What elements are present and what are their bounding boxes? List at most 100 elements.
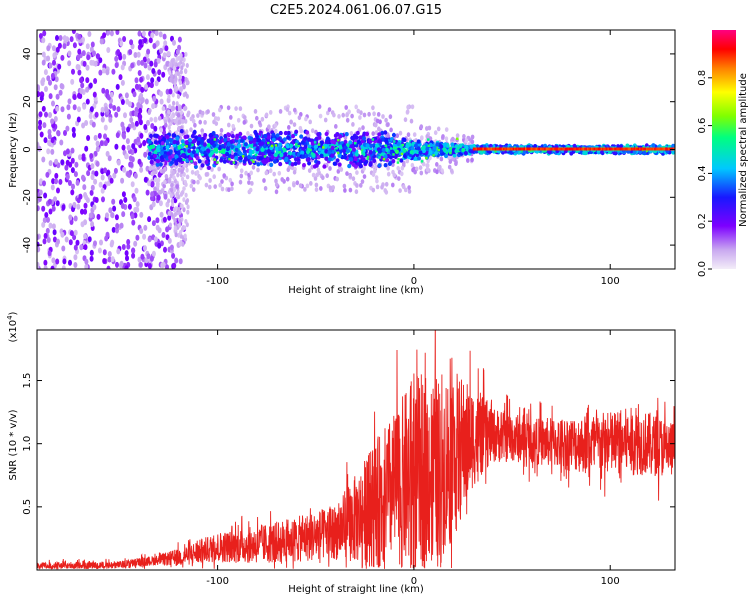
spectrogram-cell <box>136 59 141 66</box>
spectrogram-peak <box>486 147 489 151</box>
spectrogram-cell <box>255 147 260 152</box>
spectrogram-cell <box>163 40 168 47</box>
spectrogram-cell <box>130 62 135 69</box>
spectrogram-cell <box>362 112 367 118</box>
spectrogram-cell <box>384 181 389 187</box>
spectrogram-cell <box>200 139 204 144</box>
spectrogram-cell <box>400 165 405 171</box>
spectrogram-peak <box>606 147 609 151</box>
spectrogram-peak <box>570 147 573 151</box>
spectrogram-cell <box>97 132 102 139</box>
spectrogram-cell <box>59 139 64 146</box>
spectrogram-cell <box>180 139 185 144</box>
spectrogram-cell <box>324 131 329 137</box>
spectrogram-peak <box>218 150 222 154</box>
spectrogram-cell <box>116 106 121 113</box>
spectrogram-cell <box>186 209 190 215</box>
spectrogram-cell <box>169 62 173 68</box>
spectrogram-cell <box>77 69 82 76</box>
spectrogram-cell <box>177 36 182 43</box>
spectrogram-cell <box>94 111 99 118</box>
spectrogram-peak <box>615 147 618 151</box>
spectrogram-peak <box>310 152 314 155</box>
spectrogram-peak <box>610 147 613 151</box>
spectrogram-cell <box>145 189 150 196</box>
spectrogram-cell <box>433 130 438 136</box>
spectrogram-cell <box>106 30 111 36</box>
spectrogram-cell <box>325 139 330 145</box>
spectrogram-cell <box>421 145 426 150</box>
spectrogram-cell <box>338 149 343 154</box>
spectrogram-cell <box>428 136 433 142</box>
spectrogram-cell <box>377 132 382 137</box>
spectrogram-cell <box>153 186 157 192</box>
spectrogram-cell <box>356 108 361 114</box>
spectrogram-cell <box>83 233 88 240</box>
spectrogram-cell <box>132 91 137 98</box>
spectrogram-cell <box>237 143 242 149</box>
spectrogram-cell <box>165 88 170 95</box>
spectrogram-cell <box>264 159 269 164</box>
spectrogram-cell <box>134 83 139 90</box>
spectrogram-cell <box>108 102 113 109</box>
spectrogram-cell <box>57 63 62 70</box>
spectrogram-cell <box>107 155 112 162</box>
spectrogram-cell <box>216 116 221 122</box>
spectrogram-peak <box>608 147 611 151</box>
spectrogram-peak <box>503 147 505 151</box>
spectrogram-cell <box>170 58 174 64</box>
spectrogram-cell <box>425 163 430 168</box>
spectrogram-cell <box>440 168 444 174</box>
spectrogram-cell <box>50 72 55 79</box>
spectrogram-cell <box>334 124 338 129</box>
spectrogram-cell <box>283 130 288 136</box>
spectrogram-cell <box>277 170 282 176</box>
spectrogram-ytick-label: 20 <box>22 95 33 108</box>
spectrogram-cell <box>144 257 149 264</box>
spectrogram-cell <box>218 107 222 113</box>
figure-title: C2E5.2024.061.06.07.G15 <box>270 3 442 18</box>
spectrogram-cell <box>69 36 74 43</box>
spectrogram-peak <box>593 147 596 151</box>
spectrogram-cell <box>632 149 637 155</box>
spectrogram-cell <box>193 164 198 169</box>
spectrogram-cell <box>83 192 88 198</box>
spectrogram-peak <box>337 138 340 142</box>
spectrogram-cell <box>380 130 385 136</box>
spectrogram-cell <box>183 233 187 239</box>
spectrogram-cell <box>53 116 58 122</box>
spectrogram-cell <box>115 227 119 234</box>
spectrogram-cell <box>64 236 69 243</box>
spectrogram-peak <box>500 147 503 151</box>
spectrogram-cell <box>65 173 70 180</box>
spectrogram-cell <box>103 124 108 131</box>
spectrogram-peak <box>592 147 595 151</box>
spectrogram-cell <box>88 212 93 219</box>
spectrogram-cell <box>167 94 171 100</box>
spectrogram-peak <box>317 143 321 146</box>
spectrogram-cell <box>142 139 147 146</box>
spectrogram-cell <box>285 176 290 182</box>
spectrogram-cell <box>416 146 421 151</box>
spectrogram-peak <box>232 161 236 164</box>
spectrogram-peak <box>600 147 603 151</box>
spectrogram-cell <box>444 136 449 142</box>
spectrogram-cell <box>151 250 156 257</box>
spectrogram-cell <box>310 128 315 134</box>
spectrogram-cell <box>140 86 145 93</box>
spectrogram-cell <box>358 135 363 140</box>
spectrogram-cell <box>146 119 150 126</box>
spectrogram-cell <box>447 164 452 170</box>
spectrogram-peak <box>523 147 526 151</box>
spectrogram-cell <box>158 162 163 167</box>
colorbar-tick-label: 0.8 <box>697 70 708 86</box>
spectrogram-cell <box>331 185 336 190</box>
spectrogram-cell <box>447 155 452 161</box>
spectrogram-cell <box>51 223 56 230</box>
spectrogram-peak <box>644 147 647 151</box>
spectrogram-cell <box>47 133 52 140</box>
spectrogram-cell <box>419 124 424 130</box>
spectrogram-peak <box>602 147 604 151</box>
spectrogram-cell <box>256 167 260 173</box>
spectrogram-cell <box>258 156 263 161</box>
